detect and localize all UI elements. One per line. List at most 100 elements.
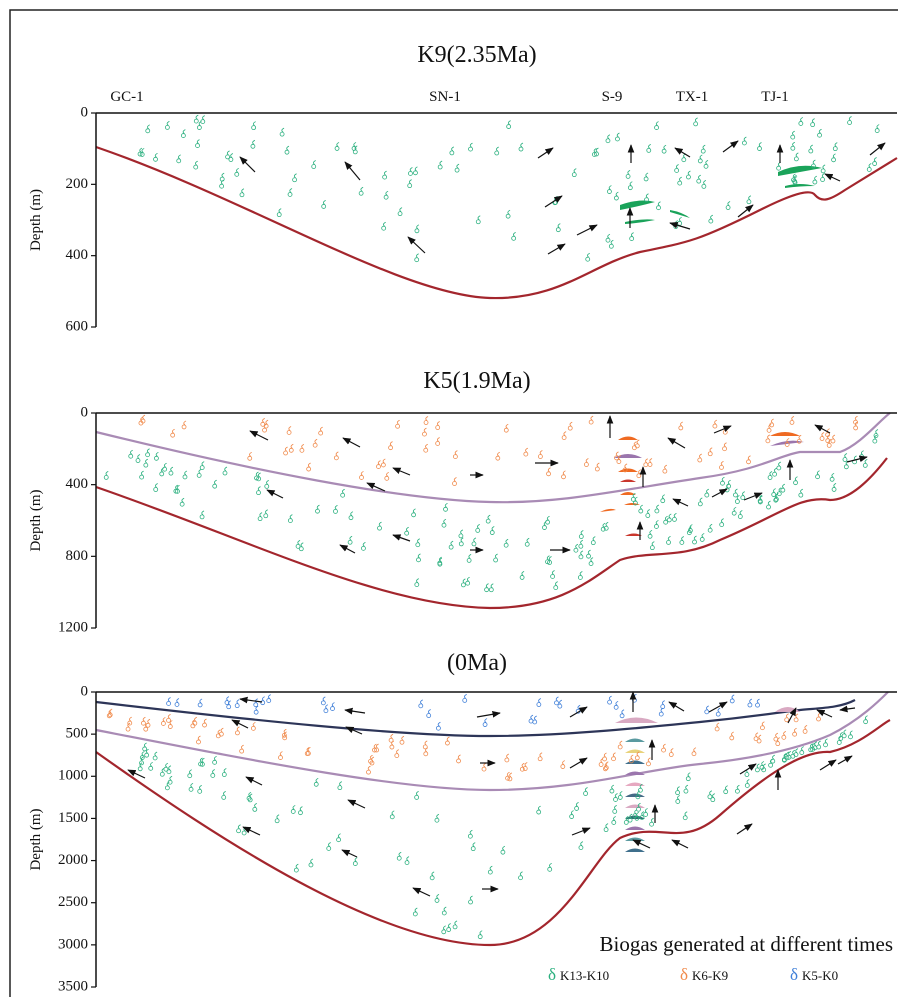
biogas-glyph: [494, 146, 500, 156]
biogas-glyph: [590, 536, 596, 546]
biogas-glyph: [358, 186, 364, 196]
biogas-glyph: [820, 164, 826, 174]
biogas-glyph: [776, 487, 782, 497]
biogas-glyph: [453, 450, 458, 459]
biogas-glyph: [573, 543, 579, 553]
biogas-glyph: [193, 160, 199, 170]
biogas-glyph: [313, 777, 319, 787]
biogas-glyph: [754, 763, 760, 773]
biogas-glyph: [176, 154, 182, 164]
biogas-glyph: [454, 163, 460, 173]
biogas-glyph: [555, 223, 561, 233]
biogas-glyph: [542, 521, 547, 530]
gas-lens: [625, 793, 645, 797]
biogas-glyph: [798, 488, 804, 498]
biogas-glyph: [772, 467, 777, 477]
biogas-glyph: [707, 523, 713, 533]
biogas-glyph: [493, 553, 499, 563]
biogas-glyph: [649, 817, 655, 827]
biogas-glyph: [306, 462, 312, 472]
y-tick-label: 200: [66, 176, 89, 192]
biogas-glyph: [872, 434, 878, 444]
biogas-glyph: [260, 696, 266, 706]
biogas-glyph: [135, 454, 141, 463]
biogas-glyph: [523, 447, 529, 457]
biogas-glyph: [532, 715, 538, 725]
y-tick-label: 800: [66, 548, 89, 564]
biogas-glyph: [656, 201, 661, 211]
migration-arrow: [674, 147, 691, 158]
biogas-glyph: [376, 460, 381, 469]
biogas-glyph: [382, 170, 388, 180]
biogas-glyph: [298, 542, 304, 552]
biogas-glyph: [588, 557, 594, 566]
biogas-glyph: [468, 142, 473, 152]
biogas-glyph: [173, 484, 179, 494]
biogas-glyph: [225, 150, 230, 160]
biogas-glyph: [458, 537, 464, 547]
y-tick-label: 400: [66, 476, 89, 492]
biogas-glyph: [635, 790, 641, 800]
biogas-glyph: [646, 757, 651, 767]
biogas-glyph: [299, 443, 305, 453]
biogas-glyph: [617, 791, 623, 800]
migration-arrow: [239, 156, 256, 173]
biogas-glyph: [470, 842, 476, 852]
biogas-glyph: [567, 421, 573, 431]
biogas-glyph: [411, 508, 416, 518]
biogas-glyph: [251, 121, 257, 131]
biogas-glyph: [434, 813, 440, 823]
biogas-glyph: [446, 923, 452, 932]
biogas-glyph: [219, 172, 225, 182]
biogas-glyph: [793, 152, 799, 162]
biogas-glyph: [197, 784, 203, 794]
biogas-glyph: [397, 207, 403, 217]
biogas-glyph: [253, 705, 259, 715]
biogas-glyph: [686, 170, 691, 180]
biogas-glyph: [793, 713, 799, 723]
biogas-glyph: [808, 144, 814, 154]
biogas-glyph: [506, 120, 512, 129]
biogas-glyph: [311, 160, 317, 169]
biogas-glyph: [235, 726, 240, 736]
migration-arrow: [737, 204, 754, 218]
biogas-glyph: [389, 740, 395, 750]
biogas-glyph: [647, 458, 653, 467]
biogas-glyph: [628, 754, 634, 764]
biogas-glyph: [574, 802, 580, 811]
biogas-glyph: [167, 720, 173, 729]
biogas-glyph: [831, 483, 837, 492]
migration-arrow: [476, 710, 501, 718]
biogas-glyph: [128, 449, 134, 459]
biogas-glyph: [145, 718, 151, 728]
biogas-glyph: [848, 730, 853, 740]
biogas-glyph: [630, 492, 636, 502]
biogas-glyph: [103, 471, 109, 480]
migration-arrow: [245, 776, 263, 786]
biogas-glyph: [298, 806, 303, 816]
biogas-glyph: [266, 694, 272, 703]
biogas-glyph: [737, 510, 743, 519]
biogas-glyph: [286, 426, 292, 435]
biogas-glyph: [250, 139, 256, 149]
biogas-glyph: [471, 537, 477, 547]
biogas-glyph: [179, 497, 185, 507]
basement-curve: [95, 457, 888, 610]
migration-arrow: [341, 849, 358, 858]
biogas-glyph: [263, 419, 269, 429]
biogas-glyph: [742, 136, 747, 146]
migration-arrow: [339, 544, 356, 554]
biogas-glyph: [832, 142, 838, 152]
biogas-glyph: [190, 719, 196, 729]
biogas-glyph: [622, 463, 628, 473]
biogas-glyph: [629, 232, 635, 241]
biogas-glyph: [583, 787, 588, 796]
biogas-glyph: [537, 752, 543, 762]
legend-symbol: δ: [548, 965, 556, 984]
biogas-glyph: [588, 415, 594, 425]
biogas-glyph: [222, 466, 228, 476]
biogas-glyph: [495, 451, 501, 461]
biogas-glyph: [724, 483, 730, 493]
y-tick-label: 3500: [58, 978, 88, 994]
biogas-glyph: [408, 167, 413, 176]
